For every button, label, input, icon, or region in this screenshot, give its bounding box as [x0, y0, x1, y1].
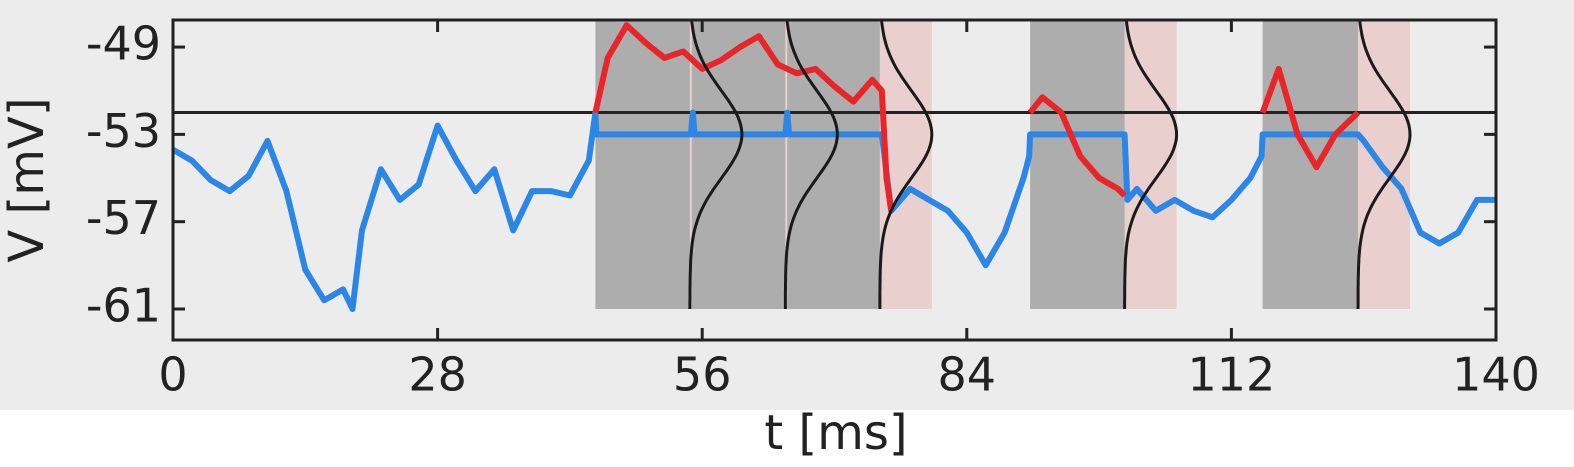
- density-curve: [1123, 19, 1179, 309]
- y-tick-label: -53: [86, 104, 161, 158]
- x-tick-label: 112: [1187, 348, 1275, 402]
- refractory-window: [1262, 20, 1359, 310]
- series-line: [592, 22, 895, 212]
- series-line: [1027, 94, 1127, 198]
- density-curve: [878, 19, 934, 309]
- plot-frame: [171, 18, 1498, 342]
- x-tick-label: 84: [938, 348, 997, 402]
- series-line: [171, 109, 1496, 312]
- y-axis-label: V [mV]: [0, 97, 55, 262]
- series-line: [1259, 65, 1361, 171]
- density-curve: [1356, 19, 1412, 310]
- y-tick-label: -61: [86, 279, 161, 333]
- density-curve: [783, 19, 839, 309]
- y-tick-label: -57: [86, 191, 161, 245]
- density-region: [1124, 20, 1177, 310]
- x-axis-label: t [ms]: [764, 405, 907, 461]
- y-tick-label: -49: [86, 17, 161, 71]
- x-tick-label: 0: [158, 348, 187, 402]
- x-tick-label: 140: [1452, 348, 1540, 402]
- x-tick-label: 28: [408, 348, 467, 402]
- x-tick-label: 56: [673, 348, 732, 402]
- refractory-window: [787, 20, 880, 310]
- refractory-window: [595, 20, 690, 310]
- density-curve: [688, 19, 744, 309]
- refractory-window: [691, 20, 786, 310]
- refractory-window: [1030, 20, 1125, 310]
